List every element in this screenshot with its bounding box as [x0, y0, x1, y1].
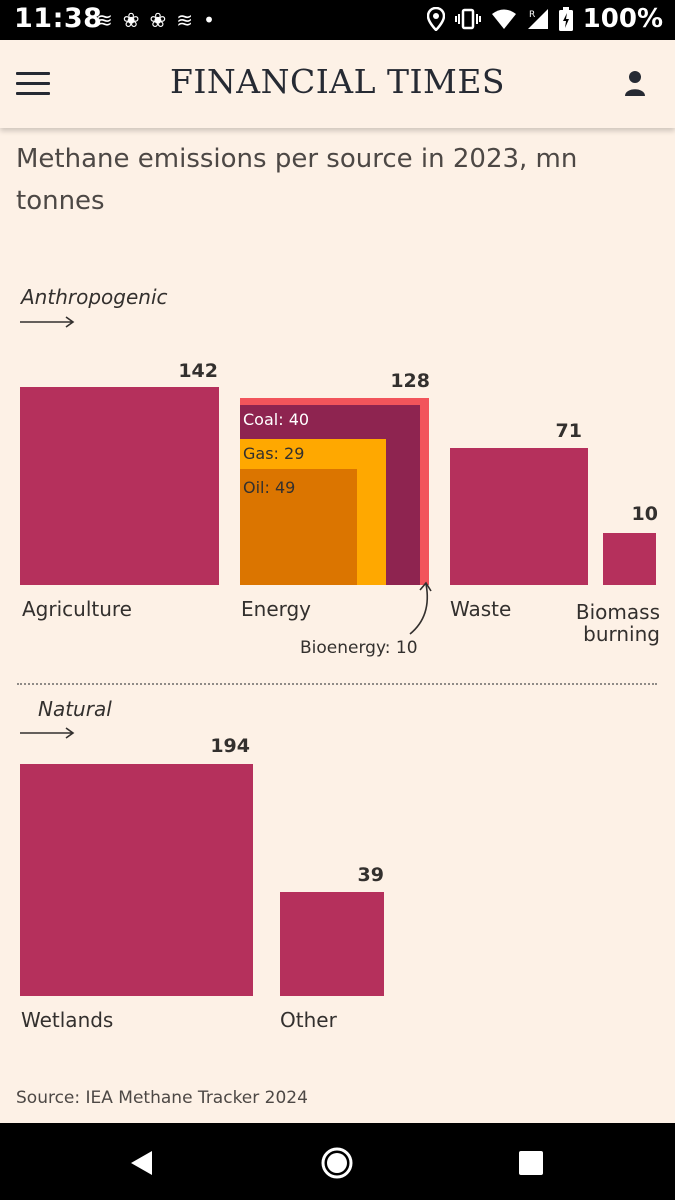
category-label-waste: Waste: [450, 597, 512, 621]
category-label-biomass-burning: Biomass burning: [568, 601, 660, 645]
group-label-natural: Natural: [38, 697, 112, 721]
category-label-energy: Energy: [241, 597, 312, 621]
category-label-line: Biomass: [575, 600, 660, 624]
bar-agriculture: [20, 387, 219, 585]
value-label-energy: 128: [390, 370, 430, 392]
wifi-icon: [491, 9, 516, 29]
bar-other: [280, 892, 384, 996]
hamburger-icon-line: [16, 82, 50, 85]
arrow-right-icon: [20, 316, 75, 328]
navigation-bar: [0, 1123, 675, 1200]
square-oil: [240, 469, 357, 585]
value-label-agriculture: 142: [178, 360, 218, 382]
location-icon: [426, 7, 445, 31]
svg-text:R: R: [529, 10, 535, 20]
bar-biomass-burning: [603, 533, 656, 585]
notification-icons: ≋ ❀ ❀ ≋ •: [96, 6, 215, 34]
back-icon[interactable]: [122, 1143, 162, 1183]
breakdown-label-oil: Oil: 49: [243, 478, 296, 497]
status-bar: 11:38 ≋ ❀ ❀ ≋ • R 100%: [0, 0, 675, 40]
category-label-wetlands: Wetlands: [21, 1008, 114, 1032]
annotation-arrow-icon: [409, 581, 432, 635]
chart-title: Methane emissions per source in 2023, mn…: [16, 144, 578, 216]
chart-content: Methane emissions per source in 2023, mn…: [0, 128, 675, 1123]
hamburger-icon: [16, 72, 50, 75]
bar-wetlands: [20, 764, 253, 996]
notification-icon: ❀: [149, 8, 167, 32]
category-label-agriculture: Agriculture: [22, 597, 132, 621]
value-label-waste: 71: [555, 420, 582, 442]
annotation-bioenergy: Bioenergy: 10: [300, 638, 418, 658]
signal-icon: R: [527, 9, 548, 29]
source-note: Source: IEA Methane Tracker 2024: [16, 1088, 308, 1108]
group-label-anthropogenic: Anthropogenic: [21, 285, 168, 309]
bar-waste: [450, 448, 588, 585]
hamburger-icon-line: [16, 92, 50, 95]
vibrate-icon: [454, 8, 481, 30]
battery-icon: [558, 7, 573, 31]
category-label-line: burning: [583, 622, 660, 646]
recents-icon[interactable]: [511, 1143, 551, 1183]
ft-logo[interactable]: FINANCIAL TIMES: [169, 62, 506, 101]
notification-icon: ❀: [122, 8, 140, 32]
notification-icon: ≋: [96, 8, 113, 32]
status-time: 11:38: [14, 3, 103, 34]
value-label-wetlands: 194: [210, 735, 250, 757]
notification-icon: •: [203, 8, 215, 32]
breakdown-label-coal: Coal: 40: [243, 410, 310, 429]
app-bar: FINANCIAL TIMES: [0, 40, 675, 128]
breakdown-label-gas: Gas: 29: [243, 444, 305, 463]
group-divider: [17, 683, 657, 685]
category-label-other: Other: [280, 1008, 337, 1032]
value-label-other: 39: [357, 864, 384, 886]
battery-percent: 100%: [582, 4, 663, 34]
menu-button[interactable]: [16, 72, 50, 98]
arrow-right-icon: [20, 727, 75, 739]
user-account-button[interactable]: [623, 70, 647, 98]
notification-icon: ≋: [176, 8, 194, 32]
value-label-biomass-burning: 10: [631, 503, 658, 525]
home-icon[interactable]: [317, 1143, 357, 1183]
